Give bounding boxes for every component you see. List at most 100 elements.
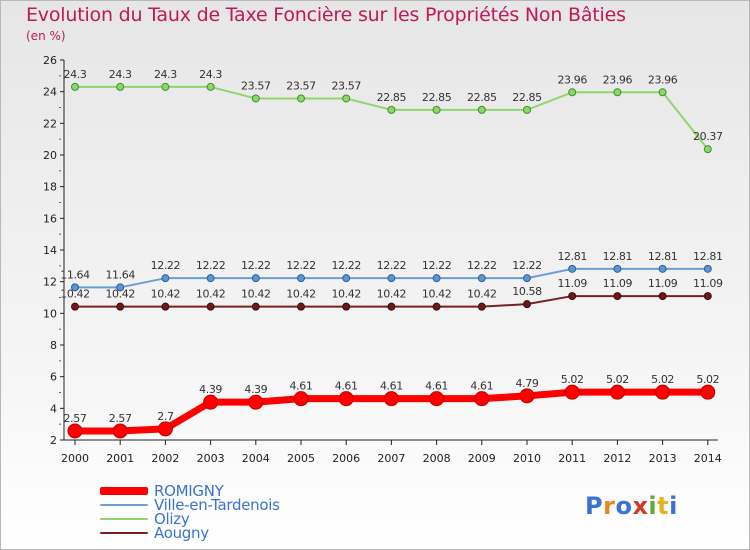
data-point bbox=[206, 302, 215, 311]
data-label: 12.22 bbox=[151, 259, 181, 272]
y-tick-label: 20 bbox=[43, 149, 57, 162]
data-point bbox=[523, 105, 531, 114]
legend-swatch bbox=[100, 532, 148, 534]
data-label: 24.3 bbox=[199, 68, 222, 81]
x-tick-label: 2012 bbox=[603, 452, 631, 465]
y-tick-label: 16 bbox=[43, 212, 57, 225]
data-point bbox=[477, 274, 486, 283]
x-tick-label: 2003 bbox=[197, 452, 225, 465]
data-point bbox=[432, 105, 441, 114]
legend-swatch bbox=[100, 504, 148, 506]
y-tick-label: 24 bbox=[43, 86, 57, 99]
data-point bbox=[658, 264, 667, 273]
data-label: 12.22 bbox=[286, 259, 316, 272]
legend-item: ROMIGNY bbox=[100, 484, 280, 499]
data-point bbox=[116, 302, 125, 311]
data-point bbox=[161, 302, 170, 311]
data-point bbox=[251, 274, 260, 283]
data-point bbox=[297, 274, 305, 283]
data-label: 5.02 bbox=[561, 373, 584, 386]
data-point bbox=[112, 423, 128, 439]
data-label: 11.09 bbox=[648, 277, 678, 290]
data-label: 23.96 bbox=[557, 73, 587, 86]
data-label: 4.79 bbox=[516, 377, 539, 390]
data-label: 4.61 bbox=[290, 380, 313, 393]
data-point bbox=[116, 283, 125, 292]
y-tick-label: 8 bbox=[50, 339, 57, 352]
legend-label: Aougny bbox=[154, 524, 209, 542]
x-tick-label: 2007 bbox=[377, 452, 405, 465]
data-label: 12.22 bbox=[377, 259, 407, 272]
data-point bbox=[432, 302, 441, 311]
data-point bbox=[568, 264, 577, 273]
data-label: 5.02 bbox=[651, 373, 674, 386]
data-label: 12.81 bbox=[693, 250, 723, 263]
data-point bbox=[251, 94, 260, 103]
data-point bbox=[658, 292, 667, 301]
data-point bbox=[523, 300, 531, 309]
data-point bbox=[658, 88, 667, 97]
data-point bbox=[297, 302, 305, 311]
data-label: 10.42 bbox=[151, 288, 181, 301]
legend-swatch bbox=[100, 518, 148, 520]
data-point bbox=[206, 274, 215, 283]
data-point bbox=[338, 391, 354, 407]
legend: ROMIGNY Ville-en-Tardenois Olizy Aougny bbox=[100, 484, 280, 542]
x-tick-label: 2004 bbox=[242, 452, 270, 465]
data-label: 24.3 bbox=[64, 68, 87, 81]
data-point bbox=[387, 105, 396, 114]
data-label: 10.42 bbox=[60, 288, 90, 301]
data-point bbox=[429, 391, 445, 407]
data-point bbox=[655, 384, 671, 400]
data-point bbox=[703, 145, 712, 154]
x-tick-label: 2000 bbox=[61, 452, 89, 465]
data-label: 11.09 bbox=[603, 277, 633, 290]
data-label: 23.96 bbox=[648, 73, 678, 86]
data-label: 12.22 bbox=[512, 259, 542, 272]
data-label: 23.57 bbox=[286, 79, 316, 92]
data-point bbox=[161, 82, 170, 91]
data-point bbox=[342, 274, 351, 283]
data-point bbox=[568, 292, 577, 301]
data-label: 22.85 bbox=[377, 91, 407, 104]
x-tick-label: 2001 bbox=[106, 452, 134, 465]
data-label: 4.61 bbox=[470, 380, 493, 393]
data-point bbox=[703, 264, 712, 273]
data-label: 4.39 bbox=[244, 383, 267, 396]
y-tick-label: 6 bbox=[50, 371, 57, 384]
legend-item: Olizy bbox=[100, 512, 280, 527]
x-tick-label: 2014 bbox=[694, 452, 722, 465]
data-point bbox=[613, 264, 622, 273]
data-point bbox=[248, 394, 264, 410]
proxiti-logo: Proxiti bbox=[585, 492, 678, 520]
data-point bbox=[67, 423, 83, 439]
data-point bbox=[564, 384, 580, 400]
data-label: 10.42 bbox=[377, 288, 407, 301]
data-label: 24.3 bbox=[154, 68, 177, 81]
legend-label: Ville-en-Tardenois bbox=[154, 496, 280, 514]
data-point bbox=[519, 388, 535, 404]
data-label: 10.42 bbox=[241, 288, 271, 301]
x-tick-label: 2013 bbox=[649, 452, 677, 465]
data-point bbox=[700, 384, 716, 400]
data-label: 22.85 bbox=[467, 91, 497, 104]
data-label: 12.22 bbox=[241, 259, 271, 272]
data-label: 12.22 bbox=[331, 259, 361, 272]
legend-item: Aougny bbox=[100, 524, 280, 542]
x-tick-label: 2011 bbox=[558, 452, 586, 465]
data-label: 23.96 bbox=[603, 73, 633, 86]
data-point bbox=[613, 292, 622, 301]
data-point bbox=[71, 302, 79, 311]
data-point bbox=[206, 82, 215, 91]
data-point bbox=[609, 384, 625, 400]
data-label: 12.81 bbox=[603, 250, 633, 263]
data-label: 22.85 bbox=[512, 91, 542, 104]
data-label: 10.42 bbox=[105, 288, 135, 301]
y-tick-label: 26 bbox=[43, 54, 57, 67]
data-point bbox=[342, 302, 351, 311]
data-label: 12.22 bbox=[196, 259, 226, 272]
data-label: 10.42 bbox=[331, 288, 361, 301]
data-label: 2.57 bbox=[109, 412, 132, 425]
data-label: 4.61 bbox=[335, 380, 358, 393]
